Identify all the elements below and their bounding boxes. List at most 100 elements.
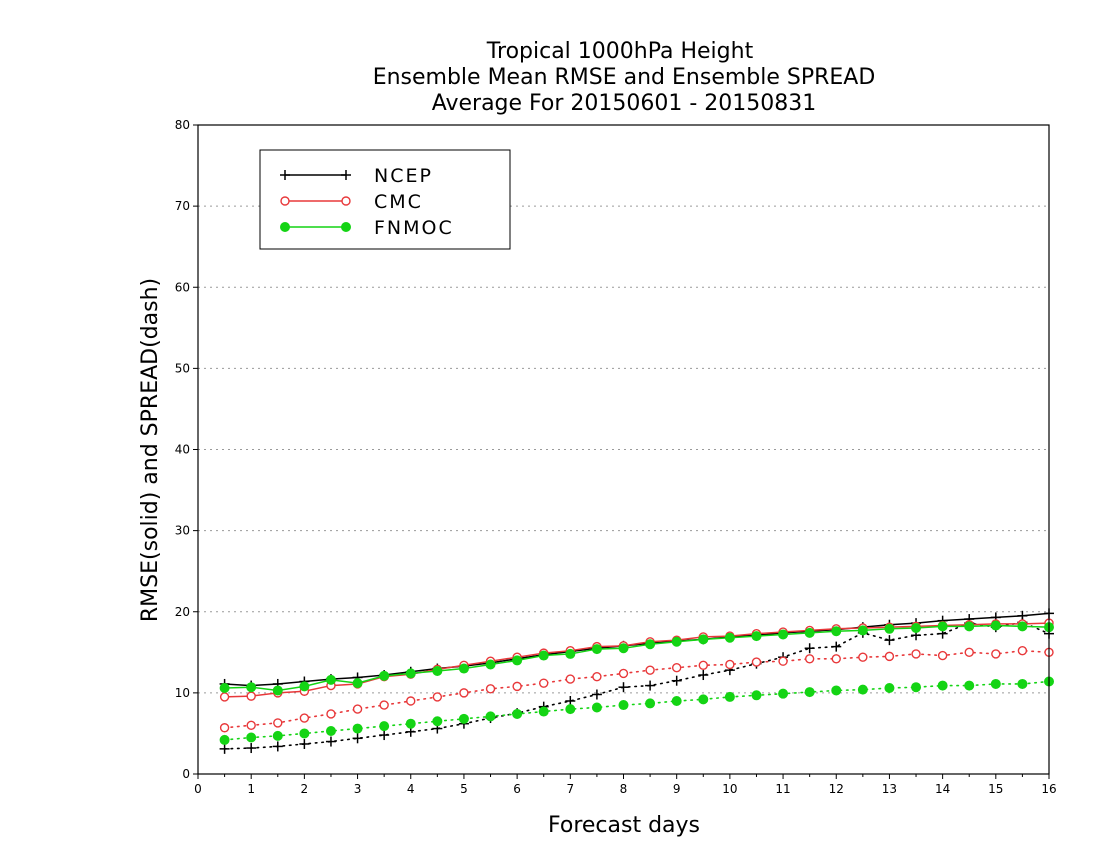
cmc-spread-point [937,650,948,661]
fnmoc-rmse-point [591,644,602,655]
x-tick-label: 7 [566,782,574,796]
legend-marker-ncep [280,170,290,180]
cmc-spread-point [751,657,762,667]
y-tick-label: 0 [182,767,190,781]
gridlines [198,205,1049,694]
title-line-1: Tropical 1000hPa Height [486,39,754,64]
legend-label-cmc: CMC [374,191,423,213]
x-tick-label: 12 [829,782,844,796]
cmc-spread-point [778,656,788,666]
ncep-spread-point [325,736,336,747]
cmc-spread-point [352,704,363,714]
fnmoc-spread-point [671,695,682,706]
x-tick-label: 15 [988,782,1003,796]
cmc-spread-line [223,649,1050,729]
fnmoc-spread-point [751,690,762,701]
fnmoc-spread-point [272,730,283,741]
x-tick-label: 3 [354,782,362,796]
fnmoc-rmse-point [645,639,656,650]
fnmoc-rmse-point [485,659,496,670]
cmc-spread-point [219,723,230,733]
legend-item-ncep: NCEP [280,165,433,187]
fnmoc-spread-point [884,683,895,694]
ncep-spread-point [884,635,895,646]
x-tick-label: 16 [1041,782,1056,796]
fnmoc-spread-point [778,688,789,699]
cmc-spread-point [725,659,735,670]
fnmoc-spread-point [990,678,1001,689]
fnmoc-spread-point [379,721,390,732]
fnmoc-spread-point [458,713,469,724]
fnmoc-rmse-point [565,648,576,659]
fnmoc-rmse-point [724,632,735,643]
cmc-spread-point [964,647,974,658]
ncep-spread-point [246,743,257,754]
fnmoc-spread-point [405,718,416,729]
cmc-spread-point [858,652,868,662]
fnmoc-rmse-point [219,683,230,694]
fnmoc-rmse-point [458,663,469,674]
legend: NCEP CMC FNMOC [259,149,511,250]
fnmoc-rmse-point [405,668,416,679]
ncep-spread-point [591,689,602,700]
fnmoc-rmse-point [538,650,549,661]
fnmoc-rmse-point [990,620,1001,631]
cmc-spread-point [884,651,895,662]
x-tick-label: 13 [882,782,897,796]
fnmoc-spread-point [591,702,602,713]
fnmoc-rmse-point [698,634,709,645]
x-tick-label: 9 [673,782,681,796]
y-tick-label: 40 [175,443,190,457]
ncep-spread-point [671,675,682,686]
cmc-spread-point [299,713,310,723]
x-tick-label: 0 [194,782,202,796]
fnmoc-spread-point [698,694,709,705]
fnmoc-rmse-point [512,655,523,666]
x-tick-label: 14 [935,782,950,796]
fnmoc-rmse-point [272,685,283,696]
y-tick-label: 70 [175,199,190,213]
fnmoc-spread-point [1017,678,1028,689]
series-fnmoc [219,620,1054,745]
x-tick-label: 2 [301,782,309,796]
ncep-spread-point [645,680,656,691]
fnmoc-rmse-point [671,636,682,647]
cmc-spread-point [831,654,841,664]
series-cmc [219,618,1054,733]
cmc-spread-point [432,692,443,702]
fnmoc-spread-point [937,680,948,691]
y-tick-label: 50 [175,361,190,375]
fnmoc-spread-point [911,682,922,693]
ncep-rmse-line [224,612,1050,687]
cmc-spread-point [1017,645,1028,656]
chart-title: Tropical 1000hPa Height Ensemble Mean RM… [373,39,876,116]
fnmoc-rmse-point [299,681,310,692]
fnmoc-spread-point [645,698,656,709]
fnmoc-rmse-point [884,623,895,634]
fnmoc-rmse-point [352,678,363,689]
fnmoc-spread-point [857,684,868,695]
legend-label-ncep: NCEP [374,165,433,187]
fnmoc-spread-point [724,691,735,702]
legend-item-fnmoc: FNMOC [280,217,452,239]
fnmoc-spread-point [565,704,576,715]
ncep-spread-point [272,741,283,752]
fnmoc-rmse-point [618,643,629,654]
fnmoc-rmse-point [831,626,842,637]
legend-marker-fnmoc [341,222,351,232]
fnmoc-spread-point [325,726,336,737]
y-tick-label: 30 [175,524,190,538]
fnmoc-spread-point [512,708,523,719]
title-line-3: Average For 20150601 - 20150831 [432,91,817,116]
y-axis-title: RMSE(solid) and SPREAD(dash) [138,278,163,622]
y-tick-label: 20 [175,605,190,619]
fnmoc-rmse-point [1017,621,1028,632]
cmc-spread-point [379,700,389,710]
ncep-spread-point [299,738,310,749]
cmc-rmse-point [219,692,230,702]
fnmoc-rmse-point [325,674,336,685]
cmc-spread-point [671,663,682,673]
x-tick-label: 4 [407,782,415,796]
